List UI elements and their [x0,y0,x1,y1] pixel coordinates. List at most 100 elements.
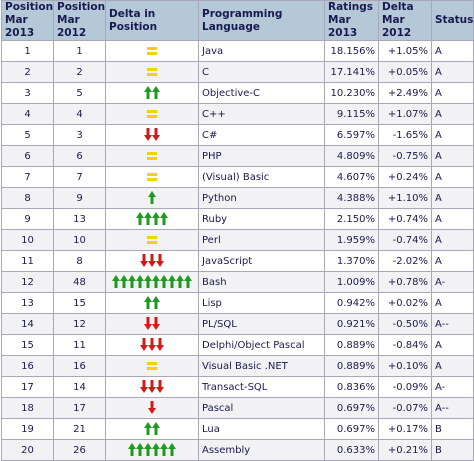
header-cell: Status [431,0,474,41]
rating-delta-cell: +1.05% [378,40,432,62]
delta-icons [147,110,157,118]
rating-cell: 4.607% [324,166,379,188]
delta-icons [144,317,160,330]
delta-position-cell [105,292,199,314]
delta-position-cell [105,124,199,146]
status-cell: A- [431,271,474,293]
up-arrow [184,275,192,288]
delta-position-cell [105,103,199,125]
equal-bar [147,47,157,50]
language-cell: Pascal [198,397,325,419]
rating-cell: 1.370% [324,250,379,272]
position-2012-cell: 8 [53,250,106,272]
language-cell: Bash [198,271,325,293]
table-row: 4 4 C++ 9.115% +1.07% A [1,103,474,125]
table-row: 11 8 JavaScript 1.370% -2.02% A [1,250,474,272]
position-2012-cell: 4 [53,103,106,125]
down-arrow [148,401,156,414]
equal-bar [147,115,157,118]
table-row: 12 48 Bash 1.009% +0.78% A- [1,271,474,293]
table-row: 17 14 Transact-SQL 0.836% -0.09% A- [1,376,474,398]
rating-delta-cell: -2.02% [378,250,432,272]
position-2012-cell: 21 [53,418,106,440]
delta-icons [112,275,192,288]
language-cell: Python [198,187,325,209]
table-row: 19 21 Lua 0.697% +0.17% B [1,418,474,440]
delta-position-cell [105,334,199,356]
language-cell: Transact-SQL [198,376,325,398]
equal-bar [147,367,157,370]
table-row: 2 2 C 17.141% +0.05% A [1,61,474,83]
down-arrow [144,317,152,330]
equal-bar [147,173,157,176]
table-row: 16 16 Visual Basic .NET 0.889% +0.10% A [1,355,474,377]
position-2013-cell: 6 [1,145,54,167]
delta-position-cell [105,355,199,377]
down-arrow [140,254,148,267]
status-cell: A [431,229,474,251]
position-2013-cell: 13 [1,292,54,314]
status-cell: A- [431,376,474,398]
down-arrow [140,338,148,351]
position-2012-cell: 14 [53,376,106,398]
delta-icons [140,338,164,351]
rating-cell: 4.388% [324,187,379,209]
delta-position-cell [105,439,199,461]
position-2012-cell: 2 [53,61,106,83]
status-cell: A [431,82,474,104]
status-cell: A [431,292,474,314]
down-arrow [148,338,156,351]
header-cell: Programming Language [198,0,325,41]
rating-delta-cell: +0.02% [378,292,432,314]
rating-cell: 17.141% [324,61,379,83]
down-arrow [152,317,160,330]
language-cell: Visual Basic .NET [198,355,325,377]
up-arrow [148,191,156,204]
status-cell: A [431,124,474,146]
up-arrow [152,86,160,99]
delta-icons [144,422,160,435]
down-arrow [156,254,164,267]
rating-cell: 0.633% [324,439,379,461]
delta-icons [148,191,156,204]
equal-bar [147,178,157,181]
up-arrow [144,296,152,309]
position-2012-cell: 26 [53,439,106,461]
up-arrow [120,275,128,288]
up-arrow [168,275,176,288]
delta-position-cell [105,229,199,251]
equal-bar [147,241,157,244]
rating-delta-cell: +0.17% [378,418,432,440]
rating-cell: 6.597% [324,124,379,146]
language-cell: Ruby [198,208,325,230]
position-2013-cell: 1 [1,40,54,62]
status-cell: A [431,187,474,209]
equal-bar [147,68,157,71]
position-2012-cell: 15 [53,292,106,314]
delta-position-cell [105,40,199,62]
delta-icons [144,128,160,141]
rating-cell: 9.115% [324,103,379,125]
rating-delta-cell: -0.07% [378,397,432,419]
equal-bar [147,73,157,76]
delta-position-cell [105,397,199,419]
position-2013-cell: 7 [1,166,54,188]
rating-cell: 1.009% [324,271,379,293]
delta-position-cell [105,313,199,335]
language-cell: Java [198,40,325,62]
language-cell: Objective-C [198,82,325,104]
language-cell: Delphi/Object Pascal [198,334,325,356]
table-row: 13 15 Lisp 0.942% +0.02% A [1,292,474,314]
rating-delta-cell: +2.49% [378,82,432,104]
up-arrow [136,275,144,288]
header-cell: Delta Mar 2012 [378,0,432,41]
up-arrow [160,212,168,225]
table-row: 3 5 Objective-C 10.230% +2.49% A [1,82,474,104]
delta-position-cell [105,166,199,188]
status-cell: A [431,334,474,356]
delta-position-cell [105,418,199,440]
status-cell: A [431,61,474,83]
position-2013-cell: 9 [1,208,54,230]
down-arrow [144,128,152,141]
up-arrow [144,443,152,456]
